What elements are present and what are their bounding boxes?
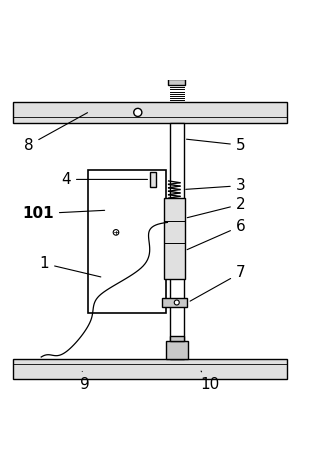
Bar [88,170,166,313]
Bar [168,80,185,85]
Circle shape [113,229,119,235]
Text: 3: 3 [186,178,245,193]
Bar [170,123,184,358]
Bar [164,198,185,279]
Bar [166,341,188,358]
Bar [162,298,187,307]
Circle shape [134,108,142,116]
Bar [150,171,156,187]
Text: 101: 101 [22,206,105,221]
Circle shape [174,300,179,305]
Text: 1: 1 [39,256,101,277]
Bar [170,336,184,341]
Text: 2: 2 [187,197,245,218]
Text: 8: 8 [24,113,88,153]
Text: 6: 6 [187,219,245,250]
Bar [13,358,287,379]
Text: 9: 9 [80,372,90,392]
Text: 7: 7 [190,265,245,301]
Text: 4: 4 [61,172,147,187]
Text: 5: 5 [187,138,245,153]
Text: 10: 10 [200,371,219,392]
Bar [13,102,287,123]
